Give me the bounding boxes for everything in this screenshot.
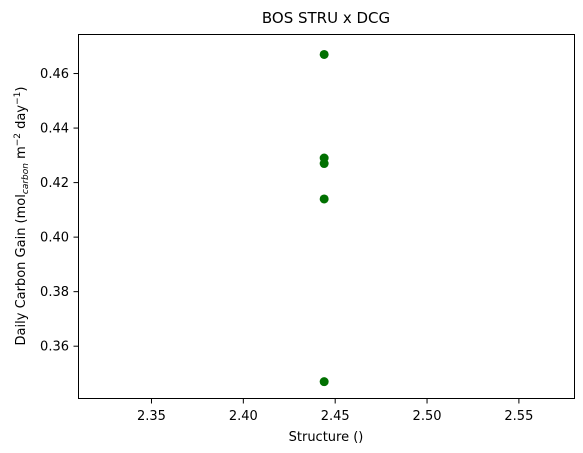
scatter-point [319,49,329,59]
y-axis-label: Daily Carbon Gain (molcarbon m−2 day−1) [13,87,31,346]
y-tick-label: 0.44 [40,122,69,137]
scatter-point [319,159,329,169]
y-axis-label-sub: carbon [21,163,31,194]
x-tick-label: 2.55 [504,409,533,424]
x-tick-label: 2.50 [413,409,442,424]
x-tick-label: 2.35 [137,409,166,424]
points-layer [319,49,329,387]
plot-frame [78,34,575,399]
scatter-point [319,377,329,387]
y-tick-label: 0.46 [40,67,69,82]
y-tick-label: 0.42 [40,176,69,191]
y-axis-label-mid2: day [14,105,29,133]
y-axis-label-sup2: −1 [13,92,23,105]
y-axis-label-end: ) [14,87,29,92]
x-axis-label: Structure () [289,430,364,445]
y-axis-label-base: Daily Carbon Gain (mol [14,194,29,345]
x-tick-label: 2.40 [229,409,258,424]
chart-title: BOS STRU x DCG [262,9,390,27]
ticks-layer: 2.35 2.40 2.45 2.50 2.55 0.36 0.38 0.40 0.42 0.44… [40,67,533,424]
y-axis-label-sup1: −2 [13,133,23,146]
y-tick-label: 0.38 [40,285,69,300]
y-axis-label-mid: m [14,146,29,163]
y-tick-label: 0.36 [40,340,69,355]
scatter-point [319,194,329,204]
y-tick-label: 0.40 [40,231,69,246]
x-tick-label: 2.45 [321,409,350,424]
